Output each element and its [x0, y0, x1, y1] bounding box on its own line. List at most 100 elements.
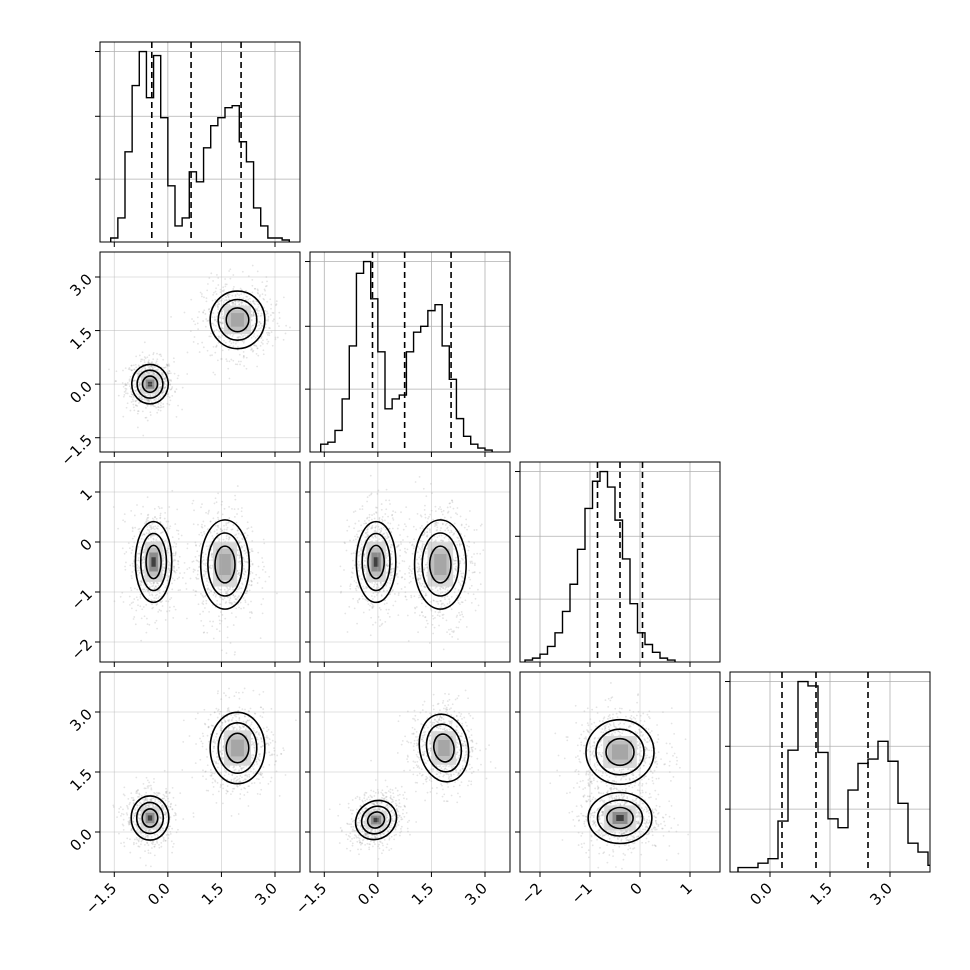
scatter-point	[211, 553, 214, 555]
scatter-point	[139, 584, 142, 587]
scatter-point	[154, 800, 157, 803]
scatter-point	[157, 610, 160, 613]
scatter-point	[227, 367, 230, 370]
scatter-point	[212, 371, 215, 374]
scatter-point	[119, 595, 122, 598]
scatter-point	[203, 309, 206, 312]
scatter-point	[236, 363, 239, 366]
scatter-point	[278, 325, 280, 328]
scatter-point	[228, 536, 230, 539]
scatter-point	[204, 607, 206, 609]
scatter-point	[266, 310, 268, 313]
scatter-point	[129, 586, 132, 589]
scatter-point	[137, 410, 140, 413]
scatter-point	[147, 361, 150, 363]
scatter-point	[224, 295, 227, 298]
scatter-point	[251, 530, 254, 533]
scatter-point	[261, 612, 264, 615]
scatter-point	[440, 602, 443, 605]
scatter-point	[424, 626, 427, 629]
scatter-point	[125, 812, 128, 815]
panel-frame	[519, 461, 721, 663]
scatter-point	[416, 578, 419, 581]
scatter-point	[212, 312, 215, 315]
scatter-point	[140, 396, 143, 398]
scatter-point	[371, 605, 373, 608]
scatter-point	[417, 545, 420, 548]
scatter-point	[123, 845, 126, 848]
scatter-point	[244, 334, 246, 337]
scatter-point	[371, 514, 373, 516]
scatter-point	[231, 586, 234, 589]
scatter-point	[390, 571, 393, 574]
scatter-point	[156, 833, 158, 836]
scatter-point	[146, 785, 149, 788]
scatter-point	[370, 526, 373, 529]
scatter-point	[423, 532, 426, 534]
scatter-point	[213, 530, 216, 533]
scatter-point	[431, 623, 434, 626]
scatter-point	[182, 818, 185, 820]
scatter-point	[388, 578, 391, 580]
scatter-point	[144, 357, 147, 360]
scatter-point	[242, 607, 245, 609]
scatter-point	[417, 577, 420, 580]
scatter-point	[389, 571, 392, 574]
scatter-point	[244, 601, 247, 604]
scatter-point	[423, 508, 426, 511]
scatter-point	[192, 320, 195, 323]
scatter-point	[142, 556, 145, 558]
scatter-point	[250, 548, 253, 550]
scatter-point	[133, 368, 135, 371]
scatter-point	[216, 528, 218, 531]
scatter-point	[138, 381, 140, 383]
scatter-point	[174, 552, 177, 555]
scatter-point	[196, 322, 199, 325]
scatter-point	[208, 566, 211, 569]
scatter-point	[252, 311, 255, 314]
scatter-point	[158, 589, 160, 592]
scatter-points	[112, 687, 297, 868]
scatter-point	[253, 344, 256, 347]
scatter-point	[129, 851, 132, 854]
scatter-point	[225, 652, 228, 655]
scatter-point	[169, 399, 172, 402]
scatter-point	[269, 314, 272, 317]
scatter-point	[233, 596, 236, 598]
scatter-point	[442, 602, 444, 605]
scatter-point	[244, 599, 247, 602]
scatter-point	[152, 358, 155, 361]
scatter-point	[257, 354, 260, 357]
scatter-point	[154, 366, 156, 368]
scatter-point	[264, 285, 267, 288]
scatter-point	[137, 565, 140, 568]
scatter-point	[245, 590, 248, 592]
scatter-point	[149, 411, 152, 414]
scatter-point	[149, 798, 152, 801]
scatter-point	[145, 399, 148, 401]
scatter-point	[192, 812, 195, 815]
scatter-point	[404, 595, 407, 598]
scatter-point	[264, 309, 267, 312]
scatter-point	[419, 596, 422, 599]
scatter-point	[425, 594, 428, 597]
scatter-point	[256, 335, 259, 337]
scatter-point	[150, 582, 152, 585]
scatter-point	[192, 560, 195, 563]
scatter-point	[183, 311, 186, 314]
scatter-point	[244, 570, 247, 573]
scatter-point	[165, 790, 167, 793]
scatter-point	[155, 829, 158, 831]
scatter-point	[363, 564, 366, 567]
scatter-point	[161, 372, 164, 375]
scatter-point	[424, 594, 427, 596]
scatter-point	[236, 513, 238, 515]
scatter-point	[442, 587, 444, 589]
scatter-point	[244, 552, 247, 555]
scatter-point	[133, 815, 136, 818]
scatter-point	[192, 568, 195, 571]
scatter-point	[364, 566, 367, 569]
scatter-point	[176, 508, 179, 511]
scatter-point	[149, 395, 152, 398]
panel-2-2	[515, 461, 721, 667]
